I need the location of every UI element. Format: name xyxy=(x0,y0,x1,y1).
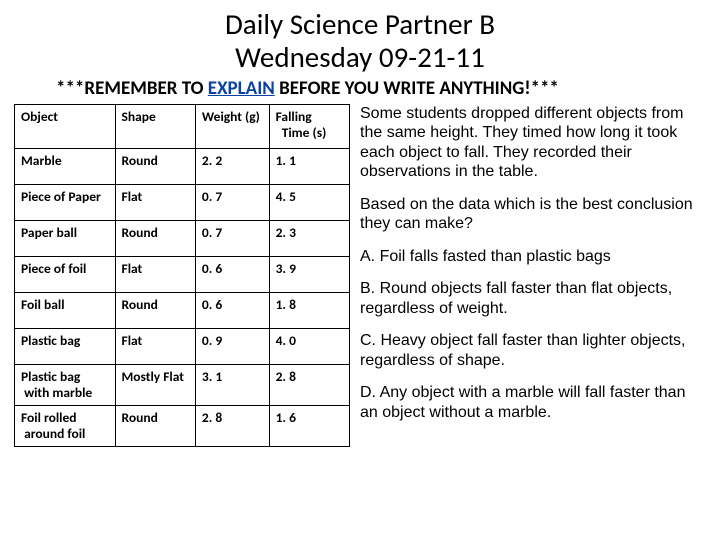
table-row: Piece of Paper Flat 0. 7 4. 5 xyxy=(15,184,350,220)
cell-object: Plastic bag with marble xyxy=(15,364,116,405)
cell-shape: Round xyxy=(115,406,195,447)
cell-shape: Flat xyxy=(115,184,195,220)
cell-time: 3. 9 xyxy=(269,256,349,292)
title-line-1: Daily Science Partner B xyxy=(225,6,495,42)
header-time-l1: Falling xyxy=(276,108,312,125)
cell-weight: 2. 2 xyxy=(195,148,269,184)
reminder-explain: EXPLAIN xyxy=(208,77,275,100)
cell-weight: 0. 6 xyxy=(195,292,269,328)
cell-shape: Flat xyxy=(115,328,195,364)
question-region: Some students dropped different objects … xyxy=(360,104,706,448)
cell-time: 2. 8 xyxy=(269,364,349,405)
cell-shape: Round xyxy=(115,220,195,256)
cell-object-l2: around foil xyxy=(24,425,85,442)
cell-time: 2. 3 xyxy=(269,220,349,256)
choice-d: D. Any object with a marble will fall fa… xyxy=(360,383,706,422)
table-row: Marble Round 2. 2 1. 1 xyxy=(15,148,350,184)
header-shape: Shape xyxy=(115,104,195,148)
cell-object: Piece of Paper xyxy=(15,184,116,220)
reminder-post: BEFORE YOU WRITE ANYTHING!*** xyxy=(275,77,559,100)
choice-b: B. Round objects fall faster than flat o… xyxy=(360,279,706,318)
intro-text: Some students dropped different objects … xyxy=(360,104,706,182)
header-weight: Weight (g) xyxy=(195,104,269,148)
table-row: Foil ball Round 0. 6 1. 8 xyxy=(15,292,350,328)
reminder-line: ***REMEMBER TO EXPLAIN BEFORE YOU WRITE … xyxy=(56,77,706,100)
table-row: Paper ball Round 0. 7 2. 3 xyxy=(15,220,350,256)
question-text: Based on the data which is the best conc… xyxy=(360,195,706,234)
cell-object-l1: Plastic bag xyxy=(21,368,80,385)
data-table: Object Shape Weight (g) Falling Time (s)… xyxy=(14,104,350,448)
cell-weight: 0. 7 xyxy=(195,220,269,256)
cell-shape: Mostly Flat xyxy=(115,364,195,405)
cell-shape: Flat xyxy=(115,256,195,292)
cell-time: 1. 8 xyxy=(269,292,349,328)
cell-weight: 0. 6 xyxy=(195,256,269,292)
choice-c: C. Heavy object fall faster than lighter… xyxy=(360,331,706,370)
cell-object-l1: Foil rolled xyxy=(21,409,77,426)
cell-time: 1. 1 xyxy=(269,148,349,184)
cell-weight: 0. 7 xyxy=(195,184,269,220)
table-row: Plastic bag with marble Mostly Flat 3. 1… xyxy=(15,364,350,405)
table-header-row: Object Shape Weight (g) Falling Time (s) xyxy=(15,104,350,148)
cell-time: 4. 0 xyxy=(269,328,349,364)
content-row: Object Shape Weight (g) Falling Time (s)… xyxy=(14,104,706,448)
cell-object: Foil ball xyxy=(15,292,116,328)
header-object: Object xyxy=(15,104,116,148)
cell-time: 1. 6 xyxy=(269,406,349,447)
table-region: Object Shape Weight (g) Falling Time (s)… xyxy=(14,104,350,448)
header-time-l2: Time (s) xyxy=(282,124,327,141)
cell-shape: Round xyxy=(115,148,195,184)
cell-object-l2: with marble xyxy=(24,384,92,401)
cell-weight: 3. 1 xyxy=(195,364,269,405)
table-row: Foil rolled around foil Round 2. 8 1. 6 xyxy=(15,406,350,447)
cell-weight: 0. 9 xyxy=(195,328,269,364)
cell-object: Paper ball xyxy=(15,220,116,256)
slide-title: Daily Science Partner B Wednesday 09-21-… xyxy=(14,8,706,75)
title-line-2: Wednesday 09-21-11 xyxy=(235,39,485,75)
cell-weight: 2. 8 xyxy=(195,406,269,447)
cell-object: Piece of foil xyxy=(15,256,116,292)
cell-time: 4. 5 xyxy=(269,184,349,220)
cell-object: Foil rolled around foil xyxy=(15,406,116,447)
table-row: Piece of foil Flat 0. 6 3. 9 xyxy=(15,256,350,292)
table-row: Plastic bag Flat 0. 9 4. 0 xyxy=(15,328,350,364)
cell-shape: Round xyxy=(115,292,195,328)
reminder-pre: ***REMEMBER TO xyxy=(56,77,208,100)
cell-object: Plastic bag xyxy=(15,328,116,364)
choice-a: A. Foil falls fasted than plastic bags xyxy=(360,247,706,267)
header-time: Falling Time (s) xyxy=(269,104,349,148)
cell-object: Marble xyxy=(15,148,116,184)
